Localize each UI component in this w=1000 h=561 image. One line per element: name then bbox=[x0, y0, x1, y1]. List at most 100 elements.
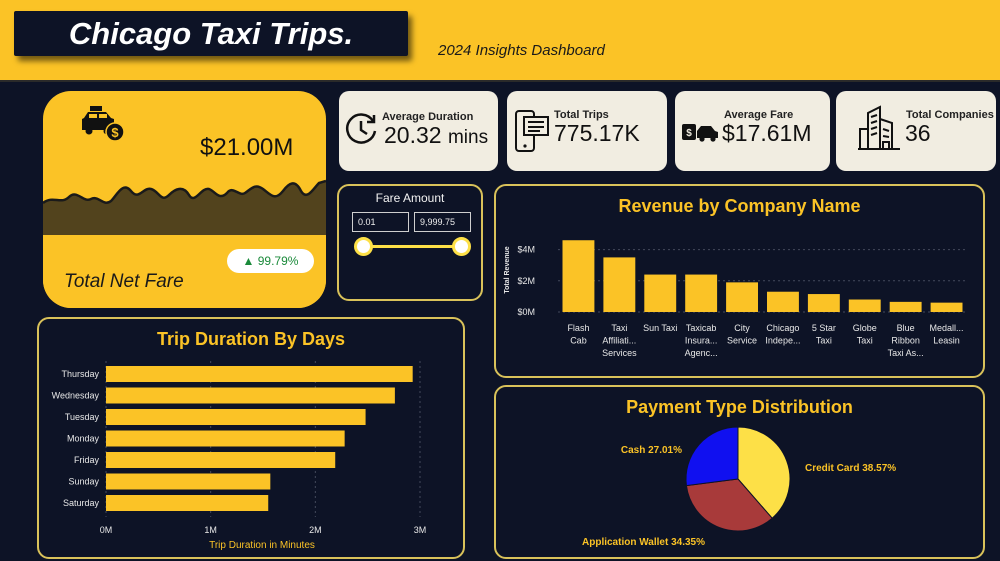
cash-car-icon: $ bbox=[681, 121, 719, 148]
fare-slider-min-handle[interactable] bbox=[354, 237, 373, 256]
kpi-total-companies-label: Total Companies bbox=[906, 109, 994, 121]
revenue-x-tick: Indepe... bbox=[765, 336, 800, 346]
duration-y-tick: Friday bbox=[74, 455, 100, 465]
kpi-total-companies[interactable]: Total Companies 36 bbox=[836, 91, 996, 171]
revenue-y-tick: $4M bbox=[517, 245, 535, 255]
revenue-bar bbox=[562, 240, 595, 312]
kpi-total-trips-label: Total Trips bbox=[554, 109, 609, 121]
revenue-x-tick: Medall... bbox=[930, 323, 964, 333]
fare-slider-max-handle[interactable] bbox=[452, 237, 471, 256]
kpi-average-duration[interactable]: Average Duration 20.32 mins bbox=[339, 91, 498, 171]
taxi-dollar-icon: $ bbox=[80, 104, 128, 149]
revenue-x-tick: Service bbox=[727, 336, 757, 346]
title-box: Chicago Taxi Trips. bbox=[14, 11, 408, 56]
revenue-x-tick: Taxi As... bbox=[888, 348, 924, 358]
payment-type-panel: Payment Type Distribution bbox=[494, 385, 985, 559]
duration-x-axis-label: Trip Duration in Minutes bbox=[209, 540, 315, 551]
duration-bar bbox=[106, 387, 395, 404]
duration-bar bbox=[106, 366, 413, 382]
revenue-bar bbox=[726, 282, 759, 312]
payment-slice bbox=[685, 478, 773, 532]
revenue-bar bbox=[603, 257, 636, 312]
duration-y-tick: Monday bbox=[67, 434, 100, 444]
trip-duration-chart: 0M 1M 2M 3M Thursday Wednesday Tuesday Monday Fr… bbox=[52, 361, 427, 551]
revenue-x-tick: Taxi bbox=[611, 323, 627, 333]
payment-type-chart: Credit Card 38.57% Application Wallet 34.… bbox=[582, 426, 896, 548]
duration-x-tick: 0M bbox=[100, 525, 113, 535]
kpi-average-fare-value: $17.61M bbox=[722, 120, 812, 146]
receipt-phone-icon bbox=[514, 109, 552, 158]
fare-slider-track[interactable] bbox=[364, 245, 461, 248]
payment-slice-label: Credit Card 38.57% bbox=[805, 463, 896, 474]
duration-y-tick: Wednesday bbox=[52, 391, 100, 401]
revenue-bar bbox=[930, 302, 963, 312]
revenue-x-tick: Agenc... bbox=[685, 348, 718, 358]
duration-bar bbox=[106, 495, 269, 511]
revenue-chart-panel: Revenue by Company Name bbox=[494, 184, 985, 378]
trip-duration-title: Trip Duration By Days bbox=[156, 329, 346, 349]
buildings-icon bbox=[856, 105, 902, 156]
duration-y-tick: Sunday bbox=[68, 477, 99, 487]
duration-y-tick: Tuesday bbox=[65, 412, 100, 422]
revenue-x-tick: Taxi bbox=[816, 336, 832, 346]
revenue-bar bbox=[644, 274, 677, 312]
revenue-y-tick: $0M bbox=[517, 307, 535, 317]
revenue-x-tick: Taxicab bbox=[686, 323, 717, 333]
revenue-x-tick: Globe bbox=[853, 323, 877, 333]
payment-slice bbox=[737, 426, 791, 519]
revenue-x-tick: City bbox=[734, 323, 750, 333]
kpi-average-duration-label: Average Duration bbox=[382, 111, 474, 123]
payment-slice-label: Cash 27.01% bbox=[621, 445, 682, 456]
duration-bar bbox=[106, 409, 366, 425]
revenue-x-tick: Ribbon bbox=[891, 336, 920, 346]
duration-x-tick: 3M bbox=[414, 525, 427, 535]
revenue-x-tick: Cab bbox=[570, 336, 587, 346]
revenue-bar bbox=[889, 301, 922, 312]
net-fare-change-badge: ▲ 99.79% bbox=[227, 249, 314, 273]
duration-x-tick: 2M bbox=[309, 525, 322, 535]
revenue-x-tick: Taxi bbox=[857, 336, 873, 346]
duration-bar bbox=[106, 473, 271, 490]
trip-duration-panel: Trip Duration By Days bbox=[37, 317, 465, 559]
kpi-total-trips-value: 775.17K bbox=[554, 120, 640, 146]
payment-slice bbox=[685, 426, 739, 487]
payment-slice-label: Application Wallet 34.35% bbox=[582, 537, 705, 548]
revenue-x-tick: 5 Star bbox=[812, 323, 836, 333]
payment-type-title: Payment Type Distribution bbox=[626, 397, 853, 417]
revenue-x-tick: Insura... bbox=[685, 336, 718, 346]
dashboard-title: Chicago Taxi Trips. bbox=[68, 16, 354, 51]
revenue-x-tick: Sun Taxi bbox=[643, 323, 677, 333]
revenue-bar bbox=[807, 294, 840, 312]
svg-text:$: $ bbox=[111, 125, 119, 140]
duration-x-tick: 1M bbox=[204, 525, 217, 535]
kpi-total-trips[interactable]: Total Trips 775.17K bbox=[507, 91, 667, 171]
header-divider bbox=[0, 80, 1000, 82]
fare-max-input[interactable]: 9,999.75 bbox=[414, 212, 471, 232]
revenue-x-tick: Chicago bbox=[766, 323, 799, 333]
duration-y-tick: Thursday bbox=[61, 369, 99, 379]
revenue-y-axis-label: Total Revenue bbox=[504, 246, 511, 293]
clock-icon bbox=[343, 111, 379, 152]
revenue-x-tick: Flash bbox=[567, 323, 589, 333]
revenue-x-tick: Blue bbox=[897, 323, 915, 333]
revenue-bar bbox=[766, 291, 799, 312]
svg-text:$: $ bbox=[686, 128, 692, 139]
revenue-x-tick: Affiliati... bbox=[602, 336, 636, 346]
revenue-bar bbox=[848, 299, 881, 312]
kpi-total-companies-value: 36 bbox=[905, 120, 931, 146]
revenue-chart-title: Revenue by Company Name bbox=[618, 196, 861, 216]
revenue-bar bbox=[685, 274, 718, 312]
revenue-x-tick: Services bbox=[602, 348, 637, 358]
kpi-average-duration-value: 20.32 mins bbox=[384, 122, 489, 148]
net-fare-value: $21.00M bbox=[200, 134, 294, 161]
dashboard-subtitle: 2024 Insights Dashboard bbox=[438, 42, 605, 59]
fare-amount-slicer: Fare Amount bbox=[337, 184, 483, 301]
net-fare-card[interactable] bbox=[43, 91, 326, 308]
revenue-y-tick: $2M bbox=[517, 276, 535, 286]
kpi-average-fare-label: Average Fare bbox=[724, 109, 794, 121]
fare-amount-title: Fare Amount bbox=[375, 191, 445, 205]
net-fare-wave bbox=[43, 179, 326, 235]
header-bar: Chicago Taxi Trips. 2024 Insights Dashbo… bbox=[0, 0, 1000, 80]
kpi-average-fare[interactable]: $ Average Fare $17.61M bbox=[675, 91, 830, 171]
fare-min-input[interactable]: 0.01 bbox=[352, 212, 409, 232]
